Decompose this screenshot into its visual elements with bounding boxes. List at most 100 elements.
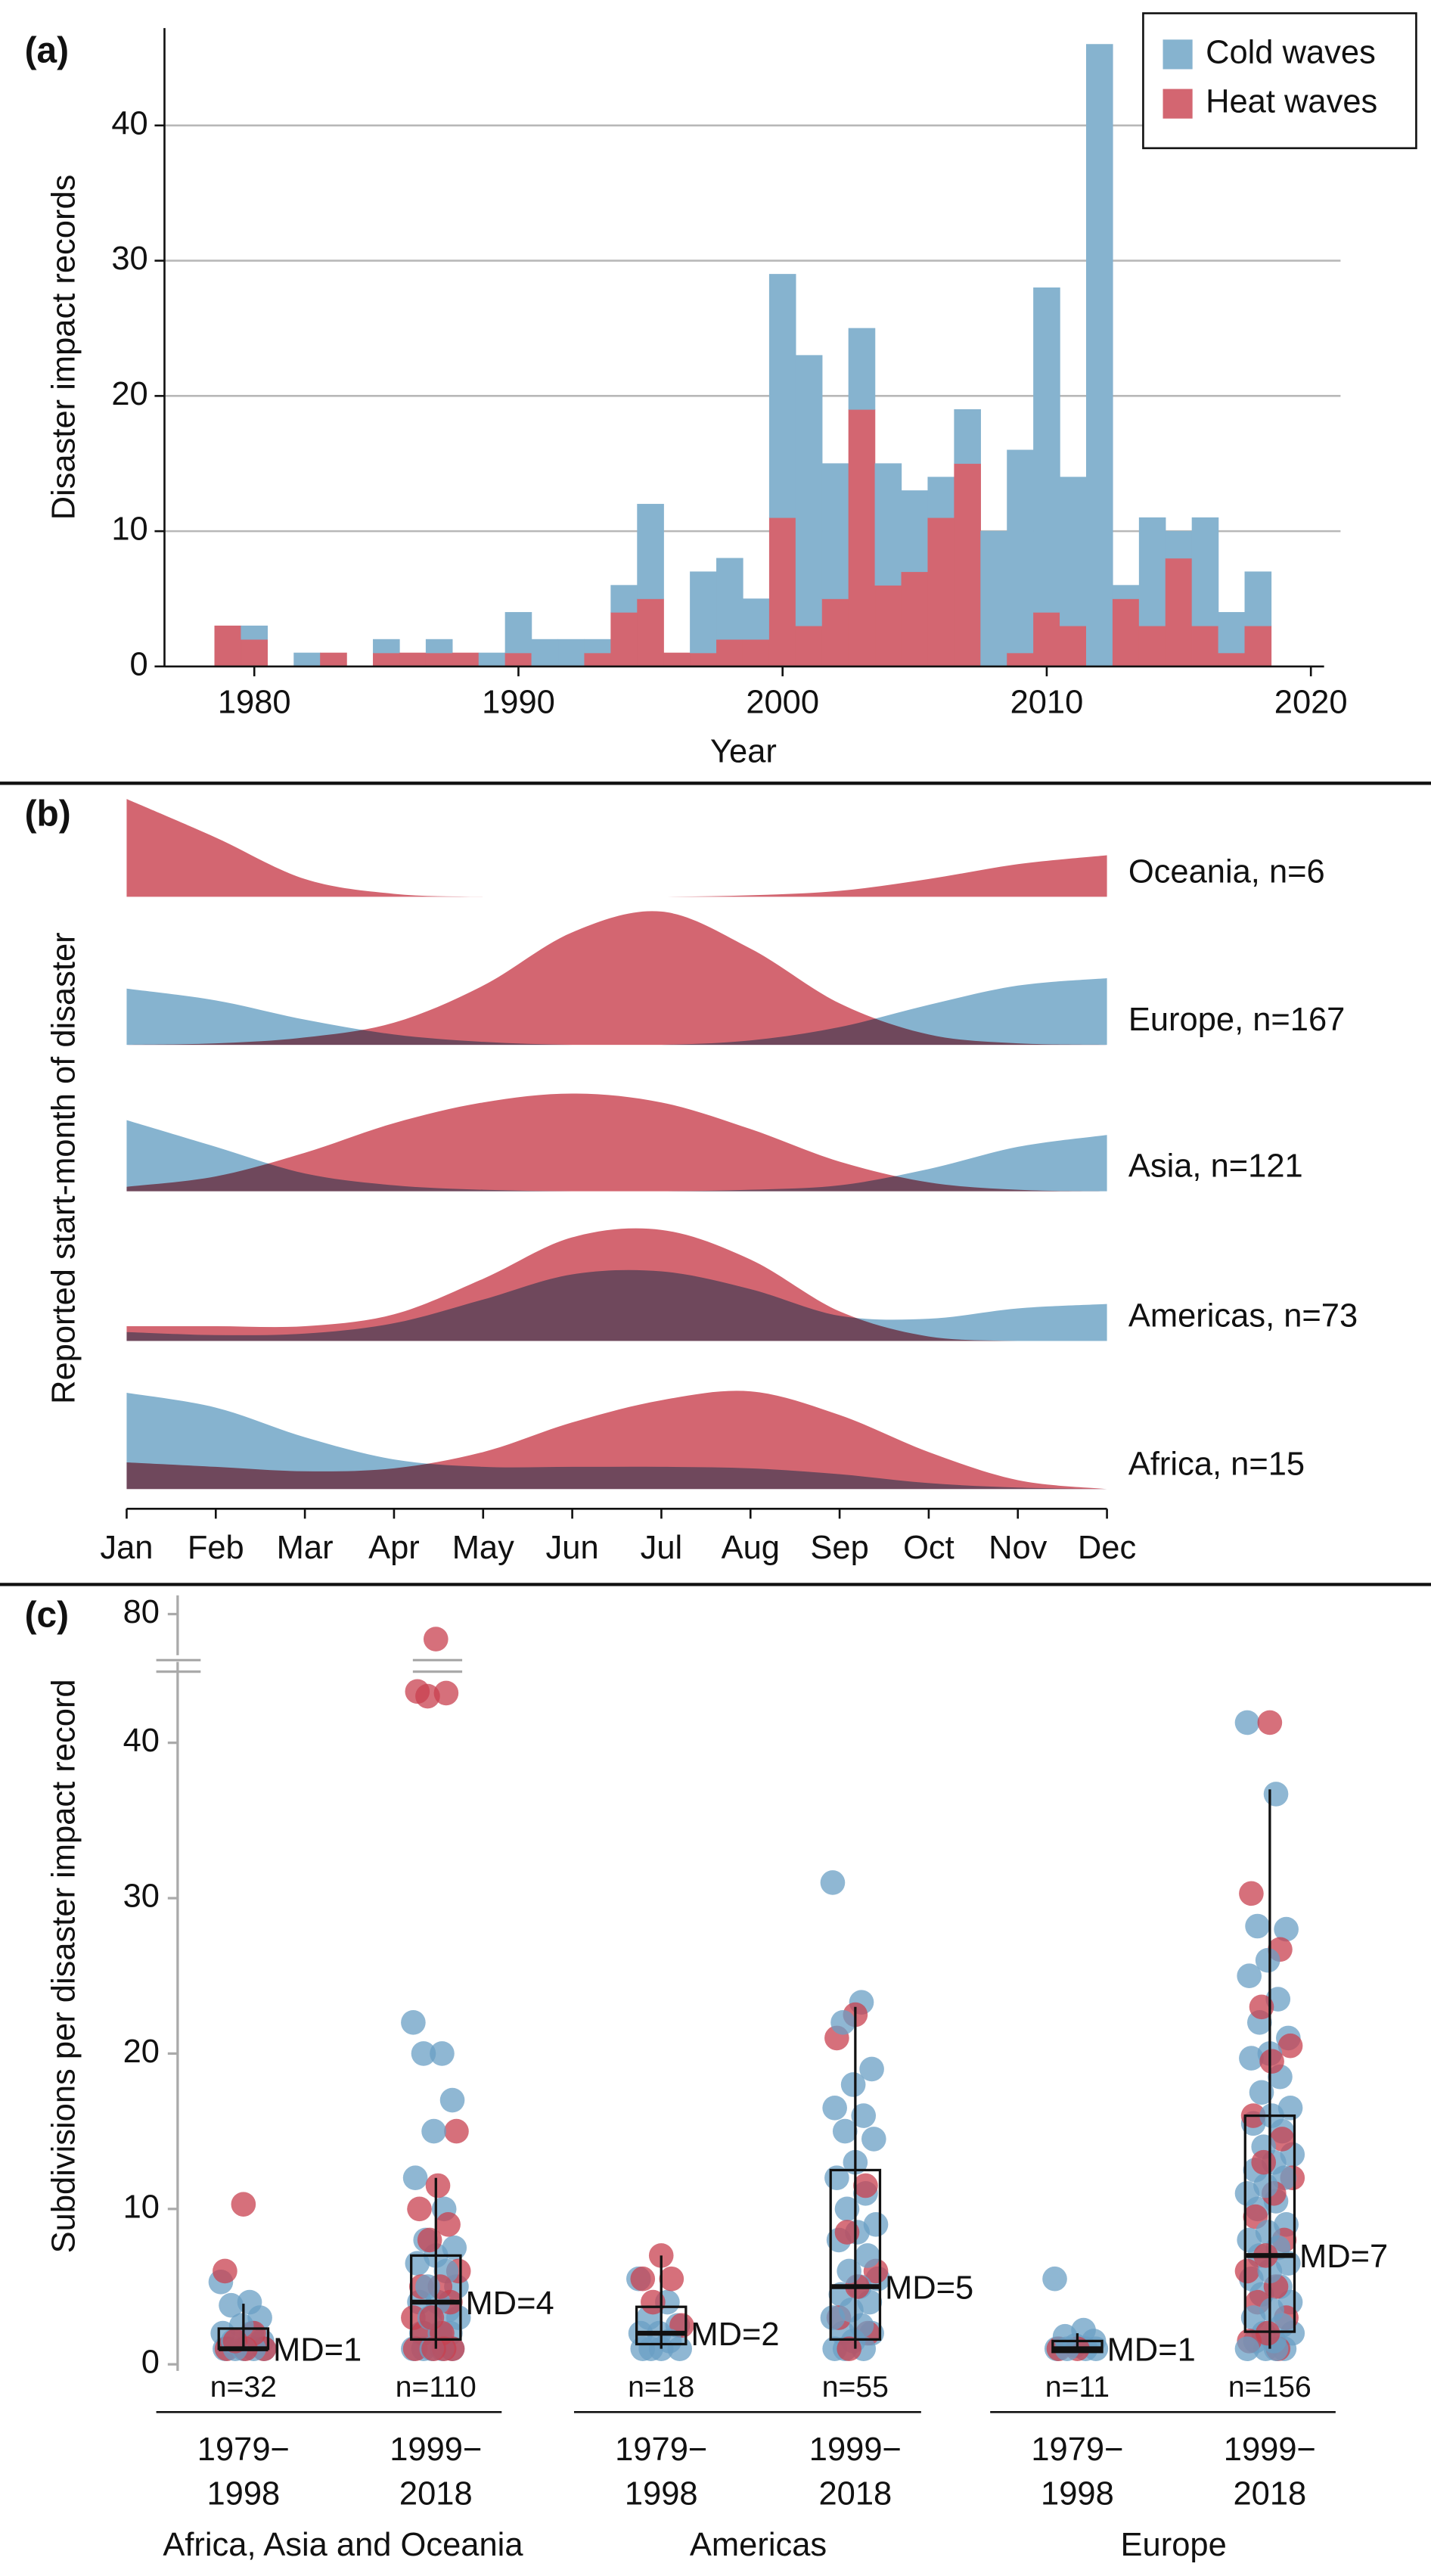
heat-point	[1255, 2320, 1280, 2346]
heat-point	[419, 2305, 445, 2330]
x-tick-label: Mar	[277, 1530, 334, 1566]
x-tick-label: Nov	[989, 1530, 1048, 1566]
heat-point	[834, 2220, 860, 2245]
heat-point	[433, 1680, 459, 1706]
heat-density	[126, 1228, 1107, 1341]
heat-point	[1249, 1994, 1274, 2020]
heat-point	[1239, 1881, 1264, 1906]
region-label: Europe	[1121, 2527, 1227, 2563]
bar-segment	[293, 652, 321, 667]
bar-segment	[478, 652, 506, 667]
cold-point	[863, 2212, 889, 2237]
median-label: MD=1	[273, 2332, 362, 2368]
y-tick-label: 20	[123, 2034, 160, 2070]
cold-point	[1042, 2266, 1067, 2292]
cold-point	[1255, 1947, 1280, 1973]
heat-point	[1234, 2258, 1260, 2284]
heat-point	[436, 2212, 461, 2237]
bar-segment	[1060, 625, 1087, 667]
box	[410, 2254, 462, 2341]
heat-point	[630, 2266, 656, 2292]
bar-segment	[1033, 287, 1060, 613]
cold-point	[830, 2010, 855, 2035]
x-tick-label: Aug	[722, 1530, 780, 1566]
heat-point	[1251, 2149, 1277, 2175]
cold-point	[219, 2292, 244, 2318]
bar-segment	[663, 652, 691, 667]
bar-segment	[637, 598, 664, 667]
y-tick-label: 30	[123, 1878, 160, 1915]
region-label: Americas	[690, 2527, 827, 2563]
heat-point	[213, 2258, 237, 2284]
bar-segment	[241, 639, 269, 667]
period-label: 2018	[399, 2476, 473, 2512]
cold-point	[820, 1870, 846, 1895]
bar-segment	[848, 328, 876, 410]
y-tick-label: 20	[111, 376, 147, 412]
y-axis-label: Disaster impact records	[45, 175, 82, 520]
bar-segment	[1165, 558, 1193, 667]
n-label: n=32	[210, 2371, 277, 2404]
bar-segment	[768, 517, 796, 667]
bar-segment	[1085, 44, 1113, 667]
heat-density	[126, 799, 1107, 897]
heat-point	[417, 2227, 442, 2253]
bar-segment	[320, 652, 347, 667]
bar-segment	[584, 652, 612, 667]
period-label: 1979−	[197, 2432, 290, 2468]
x-axis-label: Year	[710, 734, 777, 770]
bar-segment	[690, 571, 717, 654]
bar-segment	[795, 625, 823, 667]
bar-segment	[980, 530, 1007, 667]
heat-point	[444, 2118, 469, 2144]
cold-point	[415, 2274, 440, 2299]
bar-segment	[1112, 585, 1140, 599]
x-tick-label: Oct	[903, 1530, 955, 1566]
cold-point	[1259, 2298, 1284, 2323]
cold-point	[1245, 1913, 1270, 1939]
bar-segment	[927, 477, 955, 518]
bar-segment	[1244, 571, 1272, 626]
bar-segment	[241, 625, 269, 640]
cold-point	[1237, 1963, 1262, 1989]
bar-segment	[927, 517, 955, 667]
heat-point	[425, 2173, 451, 2198]
median-label: MD=2	[691, 2317, 779, 2353]
period-label: 1998	[1041, 2476, 1114, 2512]
cold-point	[1234, 2336, 1260, 2361]
y-tick-label: 80	[123, 1594, 160, 1630]
bar-segment	[373, 652, 400, 667]
cold-point	[638, 2336, 663, 2361]
row-label: Africa, n=15	[1128, 1446, 1305, 1482]
heat-point	[231, 2192, 256, 2217]
cold-point	[1234, 2180, 1260, 2206]
bar-segment	[399, 652, 427, 667]
median-label: MD=5	[885, 2270, 973, 2306]
bar-segment	[821, 598, 849, 667]
x-tick-label: Sep	[810, 1530, 868, 1566]
y-tick-label: 30	[111, 241, 147, 277]
cold-point	[442, 2235, 467, 2261]
y-tick-label: 40	[123, 1723, 160, 1759]
median-label: MD=7	[1299, 2239, 1388, 2275]
period-label: 1999−	[809, 2432, 902, 2468]
cold-point	[401, 2010, 426, 2035]
cold-density	[126, 1393, 1107, 1490]
y-tick-label: 0	[141, 2345, 160, 2381]
bar-segment	[637, 504, 664, 599]
period-label: 1979−	[1031, 2432, 1123, 2468]
x-tick-label: 2000	[746, 684, 819, 720]
bar-segment	[1007, 449, 1034, 654]
x-tick-label: May	[452, 1530, 514, 1566]
n-label: n=156	[1228, 2371, 1311, 2404]
bar-segment	[504, 652, 532, 667]
x-tick-label: Jul	[641, 1530, 683, 1566]
bar-segment	[1191, 517, 1219, 626]
x-tick-label: 1990	[482, 684, 555, 720]
x-tick-label: Apr	[368, 1530, 420, 1566]
heat-point	[853, 2173, 878, 2198]
bar-segment	[610, 585, 638, 613]
bar-segment	[504, 612, 532, 654]
